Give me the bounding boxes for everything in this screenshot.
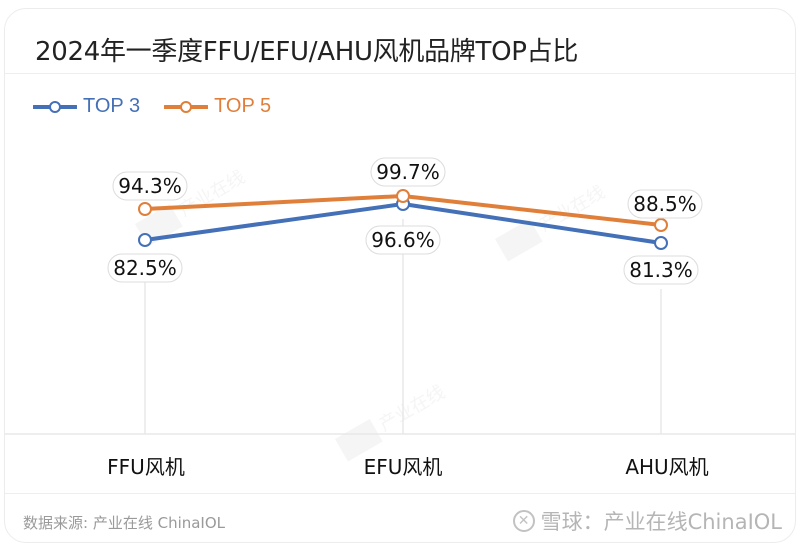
legend-label-top3: TOP 3 xyxy=(83,95,141,117)
data-label-top5-ahu: 88.5% xyxy=(627,189,703,219)
marker-top5-efu xyxy=(396,189,410,203)
x-axis-label-ahu: AHU风机 xyxy=(625,455,709,479)
legend: TOP 3 TOP 5 xyxy=(33,95,271,118)
line-marker-icon xyxy=(33,100,77,113)
data-label-top5-efu: 99.7% xyxy=(370,157,446,187)
data-label-top3-ffu: 82.5% xyxy=(107,253,183,283)
chart-card: 2024年一季度FFU/EFU/AHU风机品牌TOP占比 TOP 3 TOP 5… xyxy=(4,8,796,543)
data-label-top3-efu: 96.6% xyxy=(365,225,441,255)
svg-text:82.5%: 82.5% xyxy=(113,256,177,280)
marker-top5-ffu xyxy=(138,202,152,216)
svg-text:88.5%: 88.5% xyxy=(633,192,697,216)
data-label-top5-ffu: 94.3% xyxy=(112,171,188,201)
title-divider xyxy=(5,73,795,74)
svg-text:产业在线: 产业在线 xyxy=(376,382,449,436)
x-axis-label-efu: EFU风机 xyxy=(363,455,443,479)
marker-top5-ahu xyxy=(654,218,668,232)
x-axis-label-ffu: FFU风机 xyxy=(107,455,185,479)
snowball-logo-icon: ✕ xyxy=(512,510,535,532)
watermark-text: 雪球：产业在线ChinaIOL xyxy=(540,510,782,534)
data-label-top3-ahu: 81.3% xyxy=(623,255,699,285)
legend-item-top5[interactable]: TOP 5 xyxy=(164,95,271,118)
svg-text:99.7%: 99.7% xyxy=(376,160,440,184)
plot-area: 产业在线 产业在线 产业在线 94.3 xyxy=(5,157,795,462)
svg-text:96.6%: 96.6% xyxy=(371,228,435,252)
svg-text:产业在线: 产业在线 xyxy=(176,167,249,221)
legend-label-top5: TOP 5 xyxy=(214,95,272,117)
svg-text:94.3%: 94.3% xyxy=(118,174,182,198)
footer-divider xyxy=(5,493,795,494)
svg-text:81.3%: 81.3% xyxy=(629,258,693,282)
legend-item-top3[interactable]: TOP 3 xyxy=(33,95,140,118)
marker-top3-ahu xyxy=(654,236,668,250)
xueqiu-watermark: ✕ 雪球：产业在线ChinaIOL xyxy=(512,506,782,536)
data-source-note: 数据来源: 产业在线 ChinaIOL xyxy=(23,514,226,532)
marker-top3-ffu xyxy=(138,233,152,247)
chart-title: 2024年一季度FFU/EFU/AHU风机品牌TOP占比 xyxy=(35,37,579,67)
line-marker-icon xyxy=(164,100,209,113)
